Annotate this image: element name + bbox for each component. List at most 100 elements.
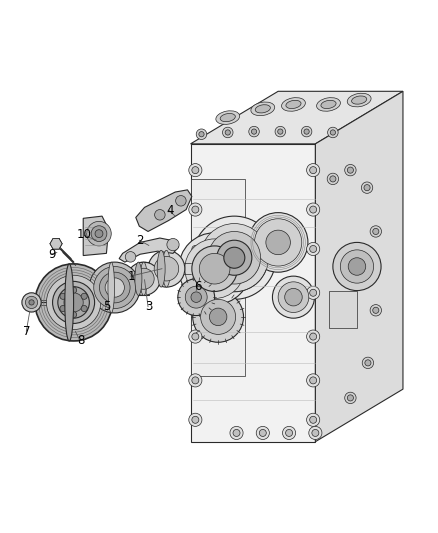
Text: 2: 2	[136, 233, 144, 247]
Circle shape	[307, 286, 320, 300]
Circle shape	[196, 129, 207, 140]
Circle shape	[286, 430, 293, 437]
Circle shape	[248, 213, 308, 272]
Ellipse shape	[352, 96, 367, 104]
Circle shape	[99, 272, 130, 303]
Circle shape	[310, 167, 317, 174]
Circle shape	[29, 300, 34, 305]
Circle shape	[53, 281, 95, 324]
Circle shape	[256, 426, 269, 440]
Circle shape	[81, 293, 87, 300]
Circle shape	[278, 282, 309, 312]
Circle shape	[189, 374, 202, 387]
Circle shape	[370, 304, 381, 316]
Circle shape	[310, 416, 317, 423]
Ellipse shape	[108, 262, 114, 313]
Circle shape	[179, 233, 251, 304]
Circle shape	[345, 165, 356, 176]
Circle shape	[259, 430, 266, 437]
Circle shape	[71, 312, 77, 318]
Circle shape	[310, 206, 317, 213]
Ellipse shape	[162, 251, 170, 287]
Circle shape	[189, 164, 202, 177]
Text: 3: 3	[145, 300, 152, 313]
Circle shape	[209, 308, 227, 326]
Circle shape	[278, 129, 283, 134]
Circle shape	[178, 279, 215, 316]
Circle shape	[189, 243, 202, 255]
Circle shape	[327, 173, 339, 184]
Circle shape	[230, 426, 243, 440]
Text: 10: 10	[77, 229, 92, 241]
Circle shape	[189, 330, 202, 343]
Circle shape	[307, 243, 320, 255]
Circle shape	[192, 416, 199, 423]
Circle shape	[275, 126, 286, 137]
Circle shape	[347, 167, 353, 173]
Circle shape	[193, 292, 244, 342]
Circle shape	[46, 275, 101, 329]
Circle shape	[95, 230, 103, 238]
Circle shape	[283, 426, 296, 440]
Circle shape	[365, 360, 371, 366]
Polygon shape	[315, 91, 403, 442]
Circle shape	[189, 203, 202, 216]
Ellipse shape	[251, 102, 275, 116]
Circle shape	[58, 287, 89, 318]
Circle shape	[167, 238, 179, 251]
Circle shape	[310, 333, 317, 340]
Polygon shape	[136, 190, 192, 231]
Circle shape	[310, 246, 317, 253]
Ellipse shape	[286, 100, 301, 109]
Circle shape	[60, 305, 66, 312]
Circle shape	[25, 296, 38, 309]
Circle shape	[127, 262, 160, 295]
Text: 4: 4	[166, 204, 174, 217]
Circle shape	[192, 206, 199, 213]
Circle shape	[192, 289, 199, 296]
Circle shape	[266, 230, 290, 255]
Circle shape	[233, 430, 240, 437]
Circle shape	[224, 247, 245, 268]
Text: 6: 6	[194, 280, 202, 293]
Circle shape	[249, 126, 259, 137]
Circle shape	[364, 184, 370, 191]
Text: 9: 9	[48, 248, 56, 261]
Circle shape	[64, 293, 83, 312]
Circle shape	[192, 377, 199, 384]
Circle shape	[373, 229, 379, 235]
Circle shape	[192, 246, 237, 292]
Circle shape	[193, 216, 276, 300]
Circle shape	[370, 226, 381, 237]
Polygon shape	[50, 238, 62, 249]
Circle shape	[208, 231, 261, 284]
Circle shape	[189, 286, 202, 300]
Ellipse shape	[65, 264, 74, 341]
Ellipse shape	[135, 262, 142, 295]
Circle shape	[155, 209, 165, 220]
Ellipse shape	[317, 98, 340, 111]
Circle shape	[333, 243, 381, 290]
Circle shape	[272, 276, 314, 318]
Text: 1: 1	[127, 270, 135, 282]
Circle shape	[254, 219, 302, 266]
Ellipse shape	[321, 100, 336, 109]
Circle shape	[60, 293, 66, 300]
Circle shape	[307, 374, 320, 387]
Ellipse shape	[347, 93, 371, 107]
Ellipse shape	[282, 98, 305, 111]
Circle shape	[373, 307, 379, 313]
Circle shape	[191, 292, 201, 302]
Circle shape	[125, 252, 136, 262]
Circle shape	[347, 395, 353, 401]
Circle shape	[91, 226, 107, 241]
Ellipse shape	[216, 111, 240, 124]
Circle shape	[81, 305, 87, 312]
Circle shape	[309, 426, 322, 440]
Circle shape	[310, 289, 317, 296]
Circle shape	[307, 330, 320, 343]
Polygon shape	[191, 179, 245, 376]
Circle shape	[345, 392, 356, 403]
Polygon shape	[119, 238, 179, 262]
Polygon shape	[83, 216, 109, 255]
